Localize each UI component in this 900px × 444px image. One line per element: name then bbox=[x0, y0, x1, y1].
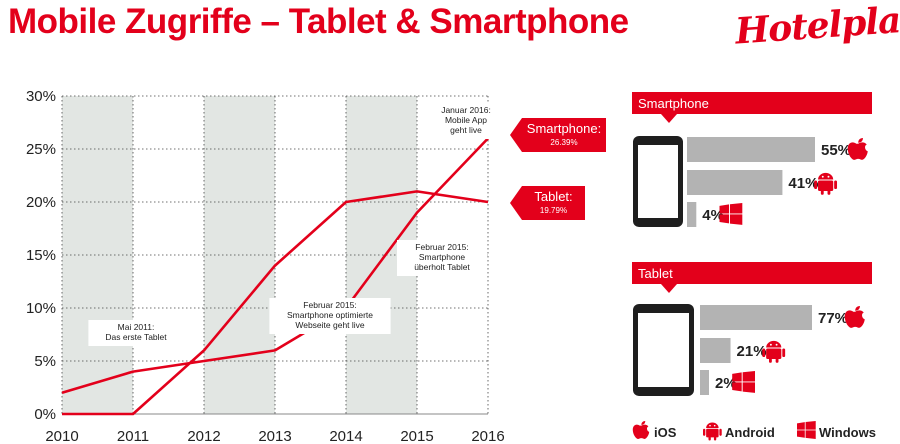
y-tick-label: 5% bbox=[34, 353, 56, 370]
callout-arrow bbox=[510, 186, 585, 220]
bar-label: 41% bbox=[788, 175, 818, 192]
os-share-panels: Smartphone 55%41% 4% Tablet 77% 21%2% bbox=[632, 92, 872, 396]
apple-icon bbox=[844, 306, 865, 328]
annotation-box bbox=[88, 320, 184, 346]
annotation-text: Mobile App bbox=[445, 115, 487, 125]
android-icon bbox=[814, 172, 838, 195]
os-legend: iOS Android Windows bbox=[632, 421, 876, 441]
callout-arrow bbox=[510, 118, 606, 152]
series-line-tablet bbox=[61, 137, 489, 395]
bar-android bbox=[687, 170, 783, 195]
callout-label: Smartphone: bbox=[527, 121, 601, 136]
panel-header bbox=[632, 92, 872, 114]
annotation-text: Das erste Tablet bbox=[105, 332, 167, 342]
y-tick-label: 0% bbox=[34, 406, 56, 423]
panel-title: Smartphone bbox=[638, 96, 709, 111]
annotation-text: Mai 2011: bbox=[118, 322, 155, 332]
x-tick-label: 2012 bbox=[187, 428, 220, 444]
y-tick-label: 10% bbox=[26, 300, 56, 317]
annotation-text: Januar 2016: bbox=[441, 105, 491, 115]
annotation-note: Mai 2011:Das erste Tablet bbox=[88, 320, 184, 346]
bar-label: 55% bbox=[821, 142, 851, 159]
legend-label: iOS bbox=[654, 425, 677, 440]
bar-windows bbox=[700, 370, 709, 395]
apple-icon bbox=[632, 421, 650, 439]
annotation-text: überholt Tablet bbox=[414, 262, 470, 272]
legend-item-ios: iOS bbox=[632, 421, 677, 440]
windows-icon bbox=[797, 421, 816, 439]
y-axis-ticks: 0% 5% 10% 15% 20% 25% 30% bbox=[26, 88, 56, 423]
panel-smartphone: Smartphone 55%41% 4% bbox=[632, 92, 872, 227]
annotation-box bbox=[397, 240, 487, 276]
annotation-box bbox=[269, 298, 391, 334]
legend-label: Android bbox=[725, 425, 775, 440]
bar-label: 4% bbox=[702, 207, 724, 224]
device-screen bbox=[638, 313, 689, 387]
x-tick-label: 2011 bbox=[117, 428, 149, 444]
series-line-smartphone bbox=[62, 190, 489, 416]
panel-title: Tablet bbox=[638, 266, 673, 281]
annotation-text: Februar 2015: bbox=[303, 300, 356, 310]
legend-item-android: Android bbox=[703, 422, 775, 441]
callout-value: 19.79% bbox=[540, 206, 567, 215]
y-tick-label: 25% bbox=[26, 141, 56, 158]
series-lines bbox=[61, 137, 489, 416]
bar-ios bbox=[700, 305, 812, 330]
apple-icon bbox=[847, 138, 868, 160]
x-tick-label: 2014 bbox=[329, 428, 362, 444]
x-tick-label: 2016 bbox=[471, 428, 504, 444]
x-tick-label: 2015 bbox=[400, 428, 433, 444]
callout-tablet: Tablet: 19.79% bbox=[510, 186, 585, 220]
callout-label: Tablet: bbox=[534, 189, 572, 204]
bar-android bbox=[700, 338, 731, 363]
android-icon bbox=[703, 422, 722, 441]
panel-header bbox=[632, 262, 872, 284]
annotation-text: Webseite geht live bbox=[295, 320, 365, 330]
x-axis-ticks: 2010 2011 2012 2013 2014 2015 2016 bbox=[45, 428, 504, 444]
annotation-box bbox=[428, 103, 504, 139]
page-title: Mobile Zugriffe – Tablet & Smartphone bbox=[8, 2, 629, 41]
y-tick-label: 30% bbox=[26, 88, 56, 105]
device-screen bbox=[638, 145, 678, 218]
bar-label: 2% bbox=[715, 375, 737, 392]
callout-smartphone: Smartphone: 26.39% bbox=[510, 118, 606, 152]
windows-icon bbox=[732, 371, 755, 393]
annotation-text: Smartphone bbox=[419, 252, 466, 262]
legend-item-windows: Windows bbox=[797, 421, 876, 440]
year-band bbox=[62, 96, 133, 414]
annotation-text: Smartphone optimierte bbox=[287, 310, 373, 320]
bar-label: 77% bbox=[818, 310, 848, 327]
panel-pointer bbox=[661, 114, 677, 123]
android-icon bbox=[762, 340, 786, 363]
annotation-text: Februar 2015: bbox=[415, 242, 468, 252]
panel-tablet: Tablet 77% 21%2% bbox=[632, 262, 872, 396]
y-tick-label: 15% bbox=[26, 247, 56, 264]
panel-pointer bbox=[661, 284, 677, 293]
series-callouts: Smartphone: 26.39% Tablet: 19.79% bbox=[510, 118, 606, 220]
x-tick-label: 2013 bbox=[258, 428, 291, 444]
legend-label: Windows bbox=[819, 425, 876, 440]
y-tick-label: 20% bbox=[26, 194, 56, 211]
bar-ios bbox=[687, 137, 815, 162]
bar-windows bbox=[687, 202, 697, 227]
annotation-text: geht live bbox=[450, 125, 482, 135]
x-tick-label: 2010 bbox=[45, 428, 78, 444]
bar-label: 21% bbox=[737, 343, 767, 360]
annotation-note: Februar 2015:Smartphone optimierteWebsei… bbox=[269, 298, 391, 334]
windows-icon bbox=[719, 203, 743, 225]
callout-value: 26.39% bbox=[550, 138, 577, 147]
